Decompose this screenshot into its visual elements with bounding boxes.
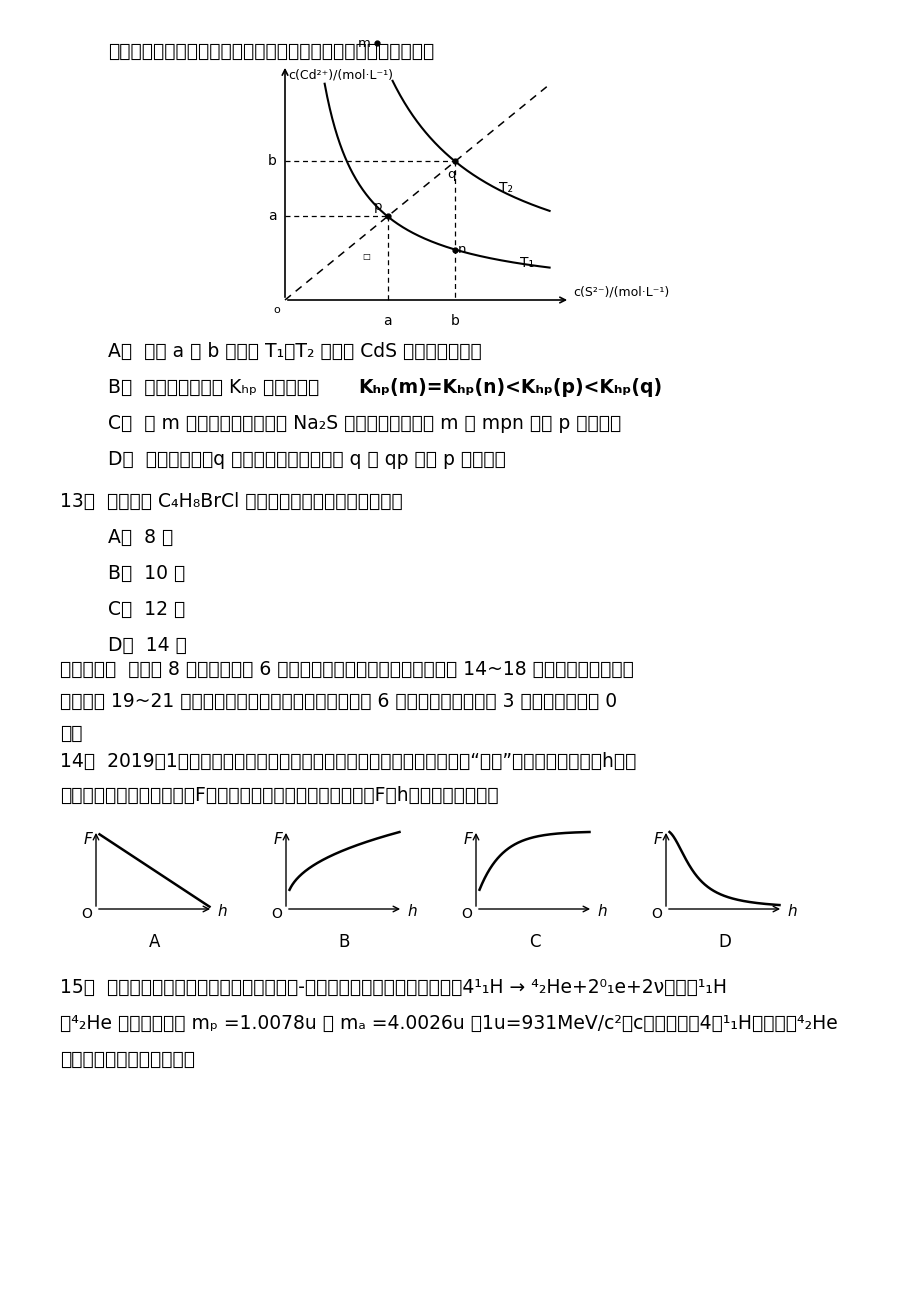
Text: 要求，第 19~21 题有多项符合题目要求。全部选对的得 6 分，选对但不全的得 3 分，有选错的得 0: 要求，第 19~21 题有多项符合题目要求。全部选对的得 6 分，选对但不全的得…: [60, 691, 617, 711]
Text: a: a: [383, 314, 391, 328]
Text: C: C: [528, 934, 539, 950]
Text: 15．  太阳内部核反应的主要模式之一是质子-质子循环，循环的结果可表示为4¹₁H → ⁴₂He+2⁰₁e+2ν，已知¹₁H: 15． 太阳内部核反应的主要模式之一是质子-质子循环，循环的结果可表示为4¹₁H…: [60, 978, 726, 997]
Text: F: F: [652, 832, 662, 848]
Text: h: h: [217, 904, 226, 918]
Text: o: o: [273, 305, 279, 315]
Text: D: D: [718, 934, 730, 950]
Text: C．  12 种: C． 12 种: [108, 600, 185, 618]
Text: 的过程中，释放的能量约为: 的过程中，释放的能量约为: [60, 1049, 195, 1069]
Text: A．  8 种: A． 8 种: [108, 529, 173, 547]
Text: c(Cd²⁺)/(mol·L⁻¹): c(Cd²⁺)/(mol·L⁻¹): [288, 68, 392, 81]
Text: □: □: [362, 251, 369, 260]
Text: Kₕₚ(m)=Kₕₚ(n)<Kₕₚ(p)<Kₕₚ(q): Kₕₚ(m)=Kₕₚ(n)<Kₕₚ(p)<Kₕₚ(q): [357, 378, 662, 397]
Text: O: O: [460, 907, 471, 921]
Text: n: n: [458, 243, 466, 256]
Text: 探测器与地球表面的距离，F表示它所受的地球引力，能夠描绘F隋h变化关系的图像是: 探测器与地球表面的距离，F表示它所受的地球引力，能夠描绘F隋h变化关系的图像是: [60, 786, 498, 805]
Text: a: a: [268, 210, 277, 224]
Text: T₁: T₁: [519, 256, 534, 270]
Text: q: q: [447, 168, 455, 181]
Text: c(S²⁻)/(mol·L⁻¹): c(S²⁻)/(mol·L⁻¹): [573, 285, 668, 298]
Text: h: h: [596, 904, 606, 918]
Text: h: h: [406, 904, 416, 918]
Text: 颜料，其在水中的沉淠溶解平衡曲线如图所示。下列说法错误的是: 颜料，其在水中的沉淠溶解平衡曲线如图所示。下列说法错误的是: [108, 42, 434, 61]
Text: A．  图中 a 和 b 分别为 T₁、T₂ 温度下 CdS 在水中的溶解度: A． 图中 a 和 b 分别为 T₁、T₂ 温度下 CdS 在水中的溶解度: [108, 342, 482, 361]
Text: 14．  2019年1月，我国娥娻四号探测器成功在月球背面软着陆，在探测器“奔向”月球的过程中，用h表示: 14． 2019年1月，我国娥娻四号探测器成功在月球背面软着陆，在探测器“奔向”…: [60, 753, 636, 771]
Text: 分。: 分。: [60, 724, 83, 743]
Text: C．  向 m 点的溶液中加入少量 Na₂S 固体，溶液组成由 m 沿 mpn 线向 p 方向移动: C． 向 m 点的溶液中加入少量 Na₂S 固体，溶液组成由 m 沿 mpn 线…: [108, 414, 620, 434]
Text: O: O: [81, 907, 92, 921]
Text: D．  14 种: D． 14 种: [108, 635, 187, 655]
Text: O: O: [271, 907, 282, 921]
Text: h: h: [786, 904, 796, 918]
Text: D．  温度降低时，q 点的饱和溶液的组成由 q 沿 qp 线向 p 方向移动: D． 温度降低时，q 点的饱和溶液的组成由 q 沿 qp 线向 p 方向移动: [108, 450, 505, 469]
Text: m: m: [357, 36, 369, 49]
Text: b: b: [267, 155, 277, 168]
Text: F: F: [463, 832, 471, 848]
Text: B: B: [338, 934, 350, 950]
Text: B．  10 种: B． 10 种: [108, 564, 185, 583]
Text: A: A: [149, 934, 160, 950]
Text: p: p: [373, 201, 381, 214]
Text: O: O: [651, 907, 662, 921]
Text: B．  图中各点对应的 Kₕₚ 的关系为：: B． 图中各点对应的 Kₕₚ 的关系为：: [108, 378, 319, 397]
Text: 和⁴₂He 的质量分别为 mₚ =1.0078u 和 mₐ =4.0026u ，1u=931MeV/c²，c为光速。在4个¹₁H转变成个⁴₂He: 和⁴₂He 的质量分别为 mₚ =1.0078u 和 mₐ =4.0026u ，…: [60, 1014, 837, 1032]
Text: b: b: [450, 314, 459, 328]
Text: F: F: [273, 832, 282, 848]
Text: F: F: [83, 832, 92, 848]
Text: 二、选择题  本题共 8 小题，每小题 6 分。在每小题给出的四个选项中，第 14~18 题只有一项符合题目: 二、选择题 本题共 8 小题，每小题 6 分。在每小题给出的四个选项中，第 14…: [60, 660, 633, 680]
Text: T₂: T₂: [498, 181, 512, 195]
Text: 13．  分子式为 C₄H₈BrCl 的有机物共有（不含立体异构）: 13． 分子式为 C₄H₈BrCl 的有机物共有（不含立体异构）: [60, 492, 403, 510]
